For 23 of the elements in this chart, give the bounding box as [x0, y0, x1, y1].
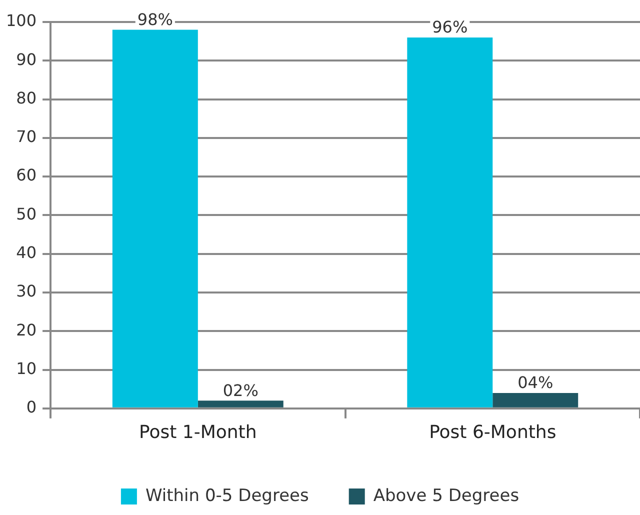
y-tick-label: 100 — [6, 11, 37, 30]
y-tick-label: 30 — [16, 282, 37, 301]
x-tick-label: Post 1-Month — [139, 422, 257, 443]
y-tick-label: 70 — [16, 127, 37, 146]
data-label: 96% — [432, 18, 468, 37]
y-tick-label: 80 — [16, 88, 37, 108]
x-tick-label: Post 6-Months — [429, 422, 556, 443]
data-label: 98% — [137, 10, 173, 29]
data-label: 02% — [222, 380, 258, 400]
y-tick-label: 40 — [16, 242, 37, 262]
legend-label: Above 5 Degrees — [373, 486, 520, 506]
y-tick-label: 20 — [16, 320, 37, 340]
bar — [112, 30, 198, 408]
y-tick-label: 90 — [16, 50, 37, 69]
y-tick-label: 50 — [16, 204, 37, 224]
y-tick-label: 10 — [16, 358, 37, 378]
y-tick-label: 60 — [16, 166, 37, 185]
data-label: 04% — [518, 373, 554, 392]
bar — [198, 400, 284, 408]
y-tick-label: 0 — [26, 398, 37, 417]
bar — [407, 37, 493, 408]
legend-label: Within 0-5 Degrees — [145, 486, 309, 506]
bar — [492, 392, 578, 408]
